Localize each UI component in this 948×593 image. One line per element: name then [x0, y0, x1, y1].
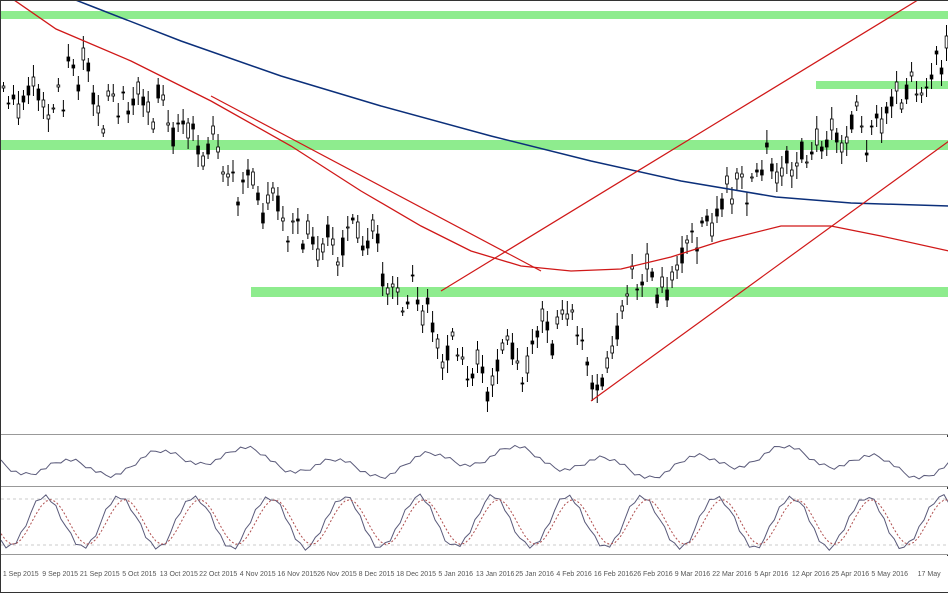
x-axis-label: 1 Sep 2015: [1, 571, 40, 578]
x-axis-label: 26 Nov 2015: [317, 571, 357, 578]
stoch-k-line: [1, 494, 948, 550]
indicator-rsi: [1, 437, 948, 487]
price-chart: [1, 1, 948, 435]
x-axis: 1 Sep 20159 Sep 201521 Sep 20155 Oct 201…: [1, 556, 948, 592]
x-axis-label: 4 Nov 2015: [238, 571, 277, 578]
chart-container: 1 Sep 20159 Sep 201521 Sep 20155 Oct 201…: [0, 0, 948, 593]
x-axis-label: 22 Oct 2015: [199, 571, 238, 578]
zone-mid: [251, 287, 948, 297]
trend-down: [211, 96, 541, 271]
x-axis-label: 25 Apr 2016: [831, 571, 870, 578]
x-axis-label: 4 Feb 2016: [554, 571, 593, 578]
ma-fast: [1, 1, 948, 271]
x-axis-label: 25 Jan 2016: [515, 571, 554, 578]
price-svg: [1, 1, 948, 435]
x-axis-label: 8 Dec 2015: [357, 571, 396, 578]
x-axis-label: 9 Sep 2015: [40, 571, 79, 578]
x-axis-label: 18 Dec 2015: [396, 571, 436, 578]
x-axis-label: 22 Mar 2016: [712, 571, 751, 578]
x-axis-label: 5 Apr 2016: [752, 571, 791, 578]
stoch-svg: [1, 489, 948, 555]
trend-up-lower: [591, 141, 948, 401]
x-axis-label: 16 Nov 2015: [277, 571, 317, 578]
x-axis-label: 17 May: [909, 571, 948, 578]
zone-top: [1, 11, 948, 19]
x-axis-label: 5 Jan 2016: [436, 571, 475, 578]
zone-upper: [1, 140, 948, 150]
x-axis-label: 12 Apr 2016: [791, 571, 830, 578]
rsi-svg: [1, 437, 948, 487]
x-axis-label: 13 Oct 2015: [159, 571, 198, 578]
x-axis-label: 5 May 2016: [870, 571, 909, 578]
rsi-line: [1, 445, 948, 478]
x-axis-label: 9 Mar 2016: [673, 571, 712, 578]
x-axis-label: 26 Feb 2016: [633, 571, 672, 578]
x-axis-label: 13 Jan 2016: [475, 571, 514, 578]
x-axis-label: 5 Oct 2015: [120, 571, 159, 578]
x-axis-label: 16 Feb 2016: [594, 571, 633, 578]
x-axis-label: 21 Sep 2015: [80, 571, 120, 578]
indicator-stochastic: [1, 489, 948, 555]
